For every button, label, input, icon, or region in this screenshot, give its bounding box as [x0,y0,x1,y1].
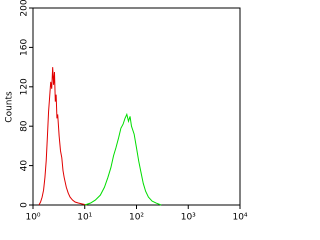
x-tick-label: 10⁴ [232,213,247,223]
y-tick-label: 160 [20,39,30,56]
x-tick-label: 10¹ [77,213,92,223]
y-tick-label: 200 [20,0,30,17]
y-tick-label: 80 [20,120,30,132]
x-tick-label: 10⁰ [25,213,40,223]
y-axis-label: Counts [5,91,15,123]
histogram-line [38,67,87,206]
x-tick-label: 10² [129,213,144,223]
y-tick-label: 40 [20,160,30,172]
y-tick-label: 0 [20,202,30,208]
chart: Counts 0 40 80 120 160 200 10⁰ 10¹ 10² 10³ 10⁴ [5,0,248,223]
histogram-line [84,112,162,206]
x-tick-label: 10³ [181,213,196,223]
y-tick-label: 120 [20,78,30,95]
